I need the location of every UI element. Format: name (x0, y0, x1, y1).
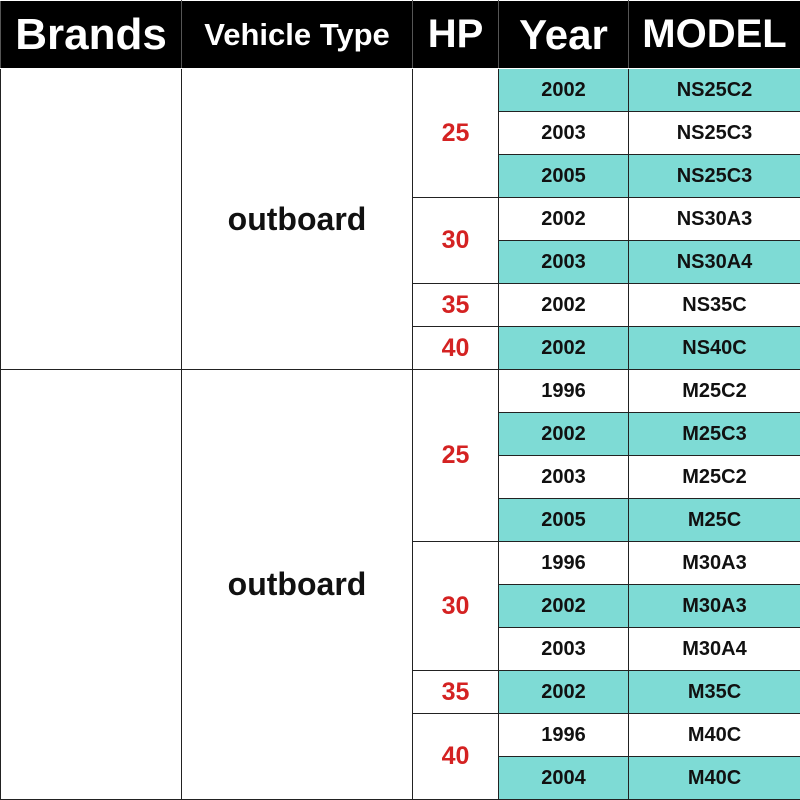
model-cell: M35C (628, 670, 800, 714)
hp-cell: 35 (412, 670, 499, 714)
model-cell: NS35C (628, 283, 800, 327)
year-cell: 2003 (498, 111, 629, 155)
model-cell: NS30A3 (628, 197, 800, 241)
model-cell: M25C (628, 498, 800, 542)
model-cell: M30A3 (628, 541, 800, 585)
column-header: Vehicle Type (181, 0, 413, 69)
hp-cell: 35 (412, 283, 499, 327)
year-cell: 2002 (498, 283, 629, 327)
model-cell: NS30A4 (628, 240, 800, 284)
year-cell: 1996 (498, 541, 629, 585)
model-cell: NS40C (628, 326, 800, 370)
year-cell: 2002 (498, 584, 629, 628)
hp-cell: 40 (412, 326, 499, 370)
year-cell: 2002 (498, 412, 629, 456)
brand-cell (0, 68, 182, 370)
year-cell: 2003 (498, 627, 629, 671)
header-row: Brands Vehicle Type HP Year MODEL (0, 0, 800, 69)
year-cell: 1996 (498, 369, 629, 413)
model-cell: M40C (628, 713, 800, 757)
year-cell: 2003 (498, 455, 629, 499)
table-row: 2005 NS25C3 (1, 154, 800, 198)
model-cell: M25C2 (628, 455, 800, 499)
table-row: 30 1996 M30A3 (1, 541, 800, 671)
year-cell: 2002 (498, 197, 629, 241)
table-row: 2003 M30A4 (1, 627, 800, 671)
hp-cell: 40 (412, 713, 499, 800)
table-row: 40 2002 NS40C (1, 326, 800, 370)
table-row: 2002 M30A3 (1, 584, 800, 628)
table-row: 2002 M25C3 (1, 412, 800, 456)
vehicle-type-cell: outboard (181, 369, 413, 800)
table-row: 2003 NS25C3 (1, 111, 800, 155)
model-cell: M30A3 (628, 584, 800, 628)
hp-cell: 25 (412, 369, 499, 542)
column-header: HP (412, 0, 499, 69)
year-cell: 2004 (498, 756, 629, 800)
model-cell: NS25C3 (628, 154, 800, 198)
table-row: 2003 M25C2 (1, 455, 800, 499)
model-cell: NS25C3 (628, 111, 800, 155)
table-row: 2005 M25C (1, 498, 800, 542)
column-header: MODEL (628, 0, 800, 69)
model-cell: M30A4 (628, 627, 800, 671)
table-row: outboard 25 2002 NS25C2 (0, 68, 800, 370)
year-cell: 2002 (498, 670, 629, 714)
model-cell: M40C (628, 756, 800, 800)
table-row: 2004 M40C (1, 756, 800, 800)
table-row: 40 1996 M40C (1, 713, 800, 800)
year-cell: 2005 (498, 498, 629, 542)
hp-cell: 30 (412, 541, 499, 671)
year-cell: 2002 (498, 326, 629, 370)
table-row: outboard 25 1996 M25C2 (0, 369, 800, 800)
model-cell: NS25C2 (628, 68, 800, 112)
year-cell: 2002 (498, 68, 629, 112)
hp-cell: 25 (412, 68, 499, 198)
column-header: Year (498, 0, 629, 69)
table-row: 2003 NS30A4 (1, 240, 800, 284)
hp-cell: 30 (412, 197, 499, 284)
vehicle-type-cell: outboard (181, 68, 413, 370)
table-row: 35 2002 NS35C (1, 283, 800, 327)
model-cell: M25C3 (628, 412, 800, 456)
table-row: 30 2002 NS30A3 (1, 197, 800, 284)
column-header: Brands (0, 0, 182, 69)
model-cell: M25C2 (628, 369, 800, 413)
year-cell: 2003 (498, 240, 629, 284)
year-cell: 1996 (498, 713, 629, 757)
year-cell: 2005 (498, 154, 629, 198)
brand-cell (0, 369, 182, 800)
